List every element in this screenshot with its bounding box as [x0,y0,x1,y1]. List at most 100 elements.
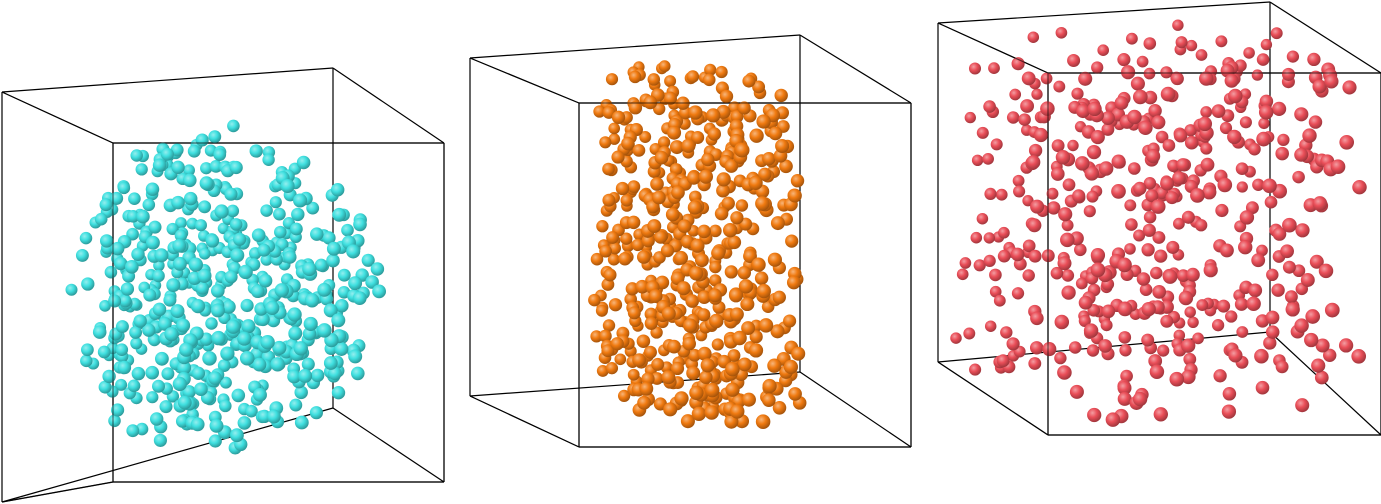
particle [120,282,135,296]
particle [1221,404,1237,419]
particle [1203,263,1218,278]
particle [677,219,692,234]
particle [725,361,740,377]
particle [704,63,717,76]
particle [1078,71,1093,86]
particle [322,231,336,245]
particle [1285,302,1300,317]
particle [768,126,783,141]
particle [749,128,764,143]
particle [1090,130,1105,145]
particle [756,283,771,299]
particle [1078,314,1091,327]
particle [1155,130,1169,144]
particle [1192,332,1204,345]
particle [348,349,363,364]
particle [767,252,783,267]
particle [686,366,701,381]
particle [1239,210,1255,225]
particle [1083,205,1096,218]
particle [1271,283,1285,297]
particle [775,138,790,154]
particle [1324,74,1339,89]
particle [108,294,122,308]
particle [697,308,711,322]
particle [260,204,273,217]
particle [257,243,271,257]
particle [1136,55,1149,68]
particle [197,268,212,283]
particle [1228,88,1243,104]
particle [97,345,111,359]
particle [179,342,194,357]
particle [1152,231,1166,244]
particle [657,136,671,149]
particle [126,209,140,223]
particle [779,159,793,174]
particle [1124,199,1137,212]
particle [136,209,150,224]
particle [697,224,711,239]
particle [697,346,712,361]
particle [1236,181,1248,193]
particle [748,343,764,358]
particle [273,207,286,221]
particle [249,144,263,158]
particle [674,250,688,265]
particle [756,114,771,129]
particle [1143,177,1157,190]
particle [788,387,802,401]
particle [208,371,222,385]
particle [752,80,766,94]
particle [647,73,661,86]
particle [704,382,720,398]
particle [108,414,121,428]
particle [1246,296,1261,311]
particle [1084,166,1100,181]
particle [1172,19,1184,31]
particle [1118,331,1132,344]
particle [658,60,671,73]
particle [970,231,983,244]
particle [332,207,347,222]
particle [131,366,146,381]
particle [993,294,1006,307]
particle [688,348,701,362]
particle [170,143,184,157]
particle [1040,72,1053,85]
particle [262,153,275,166]
particle [1181,338,1196,353]
panel-2-orange-cylindrical-cluster [469,34,912,448]
panel-3-red-uniform-distribution [937,1,1381,436]
particle [1117,53,1131,67]
particle [183,173,197,188]
particle [1101,111,1115,125]
particle [681,138,696,153]
particle [365,275,379,289]
particle [603,268,617,282]
particle [306,201,320,215]
particle [988,62,1000,74]
particle [1251,69,1264,81]
particle [142,323,156,337]
particle [269,196,282,209]
particle [1339,134,1355,150]
particle [1087,101,1102,117]
particle [608,122,621,135]
particle [1236,326,1249,338]
particle [65,283,78,296]
particle [1219,243,1234,258]
particle [1194,218,1208,232]
particle [99,198,113,212]
particle [98,380,112,394]
particle [1030,311,1044,326]
particle [599,329,612,343]
particle [725,382,740,397]
particle [209,418,224,433]
particle [700,358,715,373]
particle [81,343,94,357]
particle [1055,26,1068,39]
particle [265,300,280,316]
particle [130,149,143,162]
particle [783,314,797,328]
